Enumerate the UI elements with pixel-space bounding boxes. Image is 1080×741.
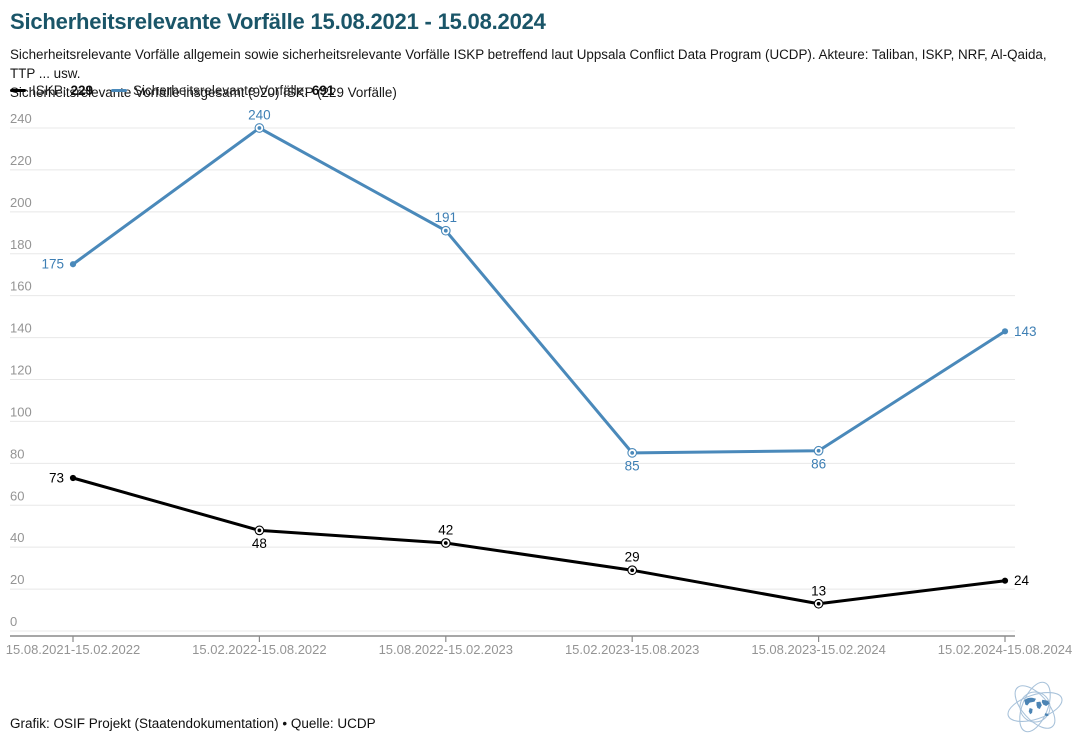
- series-sicherheitsrelevante-vorf-lle: 175 240 191 85 86 143: [41, 108, 1036, 474]
- svg-text:240: 240: [10, 111, 32, 126]
- gridlines: [10, 127, 1015, 632]
- sicherheitsrelevante-vorf-lle-data-label: 86: [811, 456, 826, 471]
- footer-credit: Grafik: OSIF Projekt (Staatendokumentati…: [10, 716, 376, 731]
- legend-value-vorfaelle: 691: [311, 83, 335, 98]
- chart-legend: ISKP: 229 Sicherheitsrelevante Vorfälle:…: [10, 83, 334, 98]
- vorfaelle-line-swatch: [111, 88, 128, 93]
- svg-text:20: 20: [10, 572, 24, 587]
- legend-label-iskp: ISKP:: [32, 83, 67, 98]
- legend-value-iskp: 229: [70, 83, 94, 98]
- globe-logo-icon: [1007, 681, 1063, 733]
- subtitle-line-2: Sicherheitsrelevante Vorfälle insgesamt …: [10, 85, 397, 100]
- svg-text:0: 0: [10, 614, 17, 629]
- iskp-data-label: 48: [252, 536, 267, 551]
- page-title: Sicherheitsrelevante Vorfälle 15.08.2021…: [10, 9, 546, 34]
- svg-text:220: 220: [10, 153, 32, 168]
- iskp-data-label: 24: [1014, 573, 1030, 588]
- svg-text:200: 200: [10, 195, 32, 210]
- sicherheitsrelevante-vorf-lle-point: [1001, 328, 1009, 335]
- iskp-line-swatch: [10, 88, 26, 93]
- svg-text:120: 120: [10, 363, 32, 378]
- world-map-shape: [1024, 697, 1050, 717]
- iskp-line: [71, 476, 1007, 606]
- x-axis-labels: 15.08.2021-15.02.2022 15.02.2022-15.08.20…: [6, 642, 1072, 657]
- legend-item-iskp: ISKP: 229: [10, 83, 93, 98]
- sicherheitsrelevante-vorf-lle-data-label: 143: [1014, 324, 1037, 339]
- sicherheitsrelevante-vorf-lle-data-label: 240: [248, 108, 271, 123]
- svg-text:15.02.2023-15.08.2023: 15.02.2023-15.08.2023: [565, 642, 699, 657]
- subtitle-line-1: Sicherheitsrelevante Vorfälle allgemein …: [10, 47, 1047, 81]
- svg-text:15.08.2022-15.02.2023: 15.08.2022-15.02.2023: [379, 642, 513, 657]
- iskp-data-label: 73: [49, 471, 64, 486]
- svg-text:80: 80: [10, 446, 24, 461]
- svg-text:15.08.2023-15.02.2024: 15.08.2023-15.02.2024: [751, 642, 885, 657]
- svg-text:60: 60: [10, 488, 24, 503]
- chart-subtitle: Sicherheitsrelevante Vorfälle allgemein …: [10, 45, 1075, 102]
- iskp-data-label: 29: [625, 550, 640, 565]
- iskp-point: [69, 474, 77, 482]
- svg-text:180: 180: [10, 237, 32, 252]
- sicherheitsrelevante-vorf-lle-data-label: 175: [41, 257, 64, 272]
- svg-text:100: 100: [10, 404, 32, 419]
- sicherheitsrelevante-vorf-lle-line: [71, 126, 1007, 455]
- svg-text:15.08.2021-15.02.2022: 15.08.2021-15.02.2022: [6, 642, 140, 657]
- svg-text:40: 40: [10, 530, 24, 545]
- sicherheitsrelevante-vorf-lle-data-label: 191: [435, 210, 458, 225]
- legend-label-vorfaelle: Sicherheitsrelevante Vorfälle:: [133, 83, 308, 98]
- sicherheitsrelevante-vorf-lle-data-label: 85: [625, 458, 640, 473]
- svg-text:160: 160: [10, 279, 32, 294]
- svg-text:140: 140: [10, 321, 32, 336]
- legend-item-vorfaelle: Sicherheitsrelevante Vorfälle: 691: [111, 83, 334, 98]
- sicherheitsrelevante-vorf-lle-point: [69, 261, 77, 268]
- iskp-data-label: 42: [438, 522, 453, 537]
- iskp-point: [1001, 577, 1009, 584]
- series-iskp: 73 48 42 29 13 24: [49, 471, 1030, 609]
- iskp-data-label: 13: [811, 583, 826, 598]
- x-axis-ticks: [72, 636, 1006, 642]
- svg-text:15.02.2024-15.08.2024: 15.02.2024-15.08.2024: [938, 642, 1072, 657]
- svg-text:15.02.2022-15.08.2022: 15.02.2022-15.08.2022: [192, 642, 326, 657]
- y-axis-labels: 0 20 40 60 80 100 120 140 160 180 200 220 240: [10, 111, 32, 629]
